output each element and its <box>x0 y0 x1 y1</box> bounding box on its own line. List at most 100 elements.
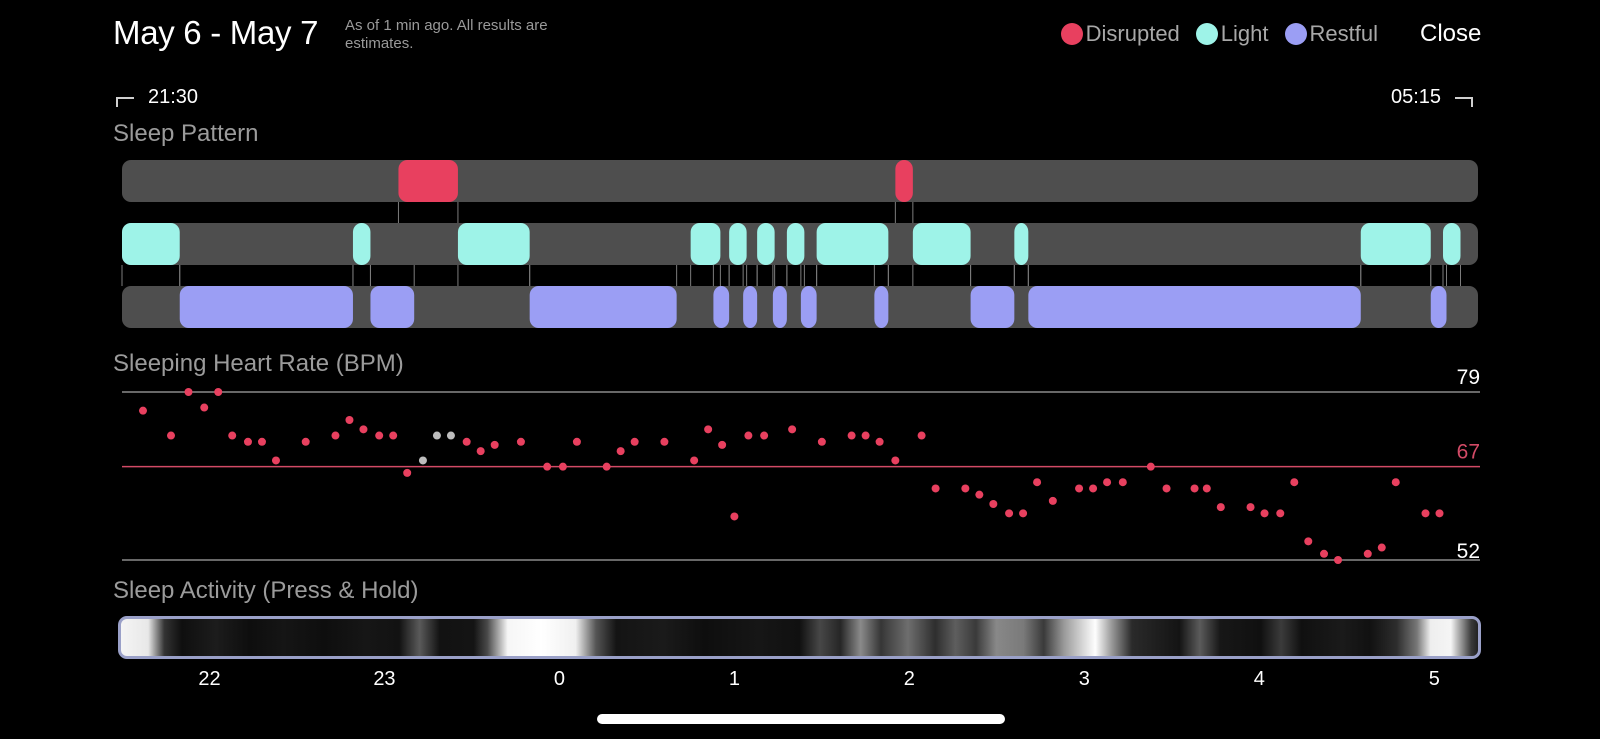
hr-point <box>1246 503 1255 512</box>
pattern-segment-restful[interactable] <box>800 286 817 328</box>
hr-point <box>1320 549 1329 558</box>
close-button[interactable]: Close <box>1420 20 1482 47</box>
hr-point <box>1421 509 1430 518</box>
hr-point <box>660 437 669 446</box>
sleep-activity-title: Sleep Activity (Press & Hold) <box>113 577 419 604</box>
hr-point <box>1089 484 1098 493</box>
hr-point <box>1190 484 1199 493</box>
heart-rate-chart[interactable]: 79 67 52 <box>0 365 1600 575</box>
pattern-segment-light[interactable] <box>122 223 180 265</box>
hr-point <box>931 484 940 493</box>
axis-tick-label: 5 <box>1428 668 1440 690</box>
hr-point <box>228 431 237 440</box>
hr-point <box>184 388 193 396</box>
pattern-segment-light[interactable] <box>757 223 775 265</box>
hr-point <box>1260 509 1269 518</box>
pattern-segment-light[interactable] <box>352 223 371 265</box>
pattern-segment-light[interactable] <box>729 223 747 265</box>
hr-point <box>718 440 727 449</box>
pattern-segment-light[interactable] <box>1360 223 1431 265</box>
hr-point <box>462 437 471 446</box>
pattern-segment-disrupted[interactable] <box>398 160 458 202</box>
disrupted-dot-icon <box>1060 23 1083 45</box>
hr-point <box>543 462 552 471</box>
hr-point <box>1146 462 1155 471</box>
pattern-segment-restful[interactable] <box>1430 286 1447 328</box>
hr-point <box>917 431 926 440</box>
pattern-segment-light[interactable] <box>1014 223 1029 265</box>
axis-tick-label: 3 <box>1078 668 1090 690</box>
hr-point <box>891 456 900 465</box>
hr-point <box>1216 503 1225 512</box>
pattern-segment-light[interactable] <box>786 223 805 265</box>
hr-point <box>359 425 368 434</box>
hr-point <box>788 425 797 434</box>
estimate-note: As of 1 min ago. All results are estimat… <box>345 17 548 52</box>
home-indicator[interactable] <box>597 714 1005 724</box>
hr-point <box>1276 509 1285 518</box>
hr-point <box>1363 549 1372 558</box>
pattern-segment-restful[interactable] <box>970 286 1015 328</box>
hr-point <box>961 484 970 493</box>
hr-point-missing <box>432 431 441 440</box>
pattern-connectors <box>121 202 1462 286</box>
pattern-segment-light[interactable] <box>816 223 889 265</box>
sleep-pattern-chart[interactable] <box>0 150 1600 335</box>
pattern-segment-light[interactable] <box>1443 223 1461 265</box>
hr-point <box>847 431 856 440</box>
hr-point <box>301 437 310 446</box>
pattern-segment-restful[interactable] <box>874 286 889 328</box>
hr-point-missing <box>446 431 455 440</box>
axis-tick-label: 1 <box>728 668 740 690</box>
hr-point <box>875 437 884 446</box>
hr-point <box>630 437 639 446</box>
hr-point <box>989 500 998 508</box>
hr-avg-label: 67 <box>1457 441 1480 464</box>
hr-point <box>704 425 713 434</box>
hr-point <box>1005 509 1014 518</box>
hr-point <box>1377 543 1386 552</box>
pattern-segment-restful[interactable] <box>772 286 787 328</box>
legend-item-light: Light <box>1195 21 1269 47</box>
hr-point <box>271 456 280 465</box>
range-start-time: 21:30 <box>116 86 198 109</box>
hr-point <box>345 416 354 424</box>
hr-point-missing <box>418 456 427 465</box>
hr-point <box>476 447 485 456</box>
hr-point <box>243 437 252 446</box>
hr-point <box>1019 509 1028 518</box>
range-end-time: 05:15 <box>1391 86 1474 109</box>
pattern-segment-disrupted[interactable] <box>895 160 913 202</box>
hr-point <box>200 403 209 412</box>
hr-point <box>1435 509 1444 518</box>
hr-max-label: 79 <box>1457 366 1480 389</box>
hr-point <box>1162 484 1171 493</box>
axis-tick-label: 23 <box>373 668 396 690</box>
pattern-segment-restful[interactable] <box>1028 286 1361 328</box>
hr-point <box>730 512 739 521</box>
hr-point <box>861 431 870 440</box>
hr-point <box>257 437 266 446</box>
hr-min-label: 52 <box>1457 540 1480 563</box>
legend-item-disrupted: Disrupted <box>1060 21 1180 47</box>
hr-point <box>375 431 384 440</box>
pattern-segment-restful[interactable] <box>179 286 353 328</box>
hr-point <box>1290 478 1299 487</box>
hr-point <box>558 462 567 471</box>
pattern-segment-light[interactable] <box>690 223 721 265</box>
legend-label: Light <box>1220 21 1269 46</box>
pattern-segment-restful[interactable] <box>529 286 677 328</box>
hr-point <box>1075 484 1084 493</box>
sleep-activity-bar[interactable] <box>118 616 1481 659</box>
hr-point <box>1304 537 1313 546</box>
hr-point <box>214 388 223 396</box>
bracket-right-icon <box>1455 96 1474 107</box>
pattern-segment-light[interactable] <box>912 223 971 265</box>
legend-label: Disrupted <box>1085 21 1180 46</box>
pattern-segment-restful[interactable] <box>370 286 415 328</box>
pattern-segment-restful[interactable] <box>713 286 730 328</box>
pattern-segment-restful[interactable] <box>743 286 758 328</box>
pattern-segment-light[interactable] <box>457 223 530 265</box>
axis-tick-label: 0 <box>553 668 565 690</box>
legend: Disrupted Light Restful <box>1045 21 1378 47</box>
